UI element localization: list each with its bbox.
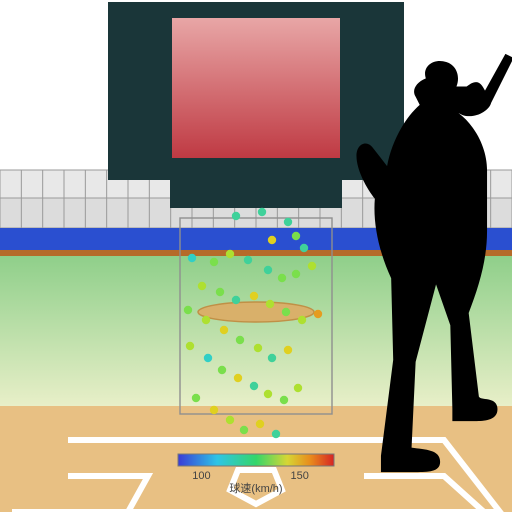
pitch-marker [192, 394, 200, 402]
pitch-marker [278, 274, 286, 282]
pitch-marker [240, 426, 248, 434]
pitch-marker [256, 420, 264, 428]
pitch-marker [226, 416, 234, 424]
pitch-marker [284, 218, 292, 226]
pitch-marker [314, 310, 322, 318]
pitch-marker [204, 354, 212, 362]
pitch-marker [236, 336, 244, 344]
legend-title: 球速(km/h) [229, 481, 282, 495]
pitch-marker [244, 256, 252, 264]
legend-tick-label: 150 [291, 470, 309, 482]
pitch-marker [266, 300, 274, 308]
pitch-marker [300, 244, 308, 252]
legend-tick-label: 100 [192, 470, 210, 482]
pitch-marker [186, 342, 194, 350]
pitch-marker [198, 282, 206, 290]
scoreboard-screen [172, 18, 340, 158]
pitch-marker [188, 254, 196, 262]
pitchers-mound [198, 302, 314, 322]
pitch-marker [272, 430, 280, 438]
pitch-marker [264, 390, 272, 398]
pitch-marker [292, 232, 300, 240]
legend-bar [178, 454, 334, 466]
scene-svg: 100 150 球速(km/h) [0, 0, 512, 512]
pitch-marker [292, 270, 300, 278]
pitch-marker [264, 266, 272, 274]
pitch-marker [268, 236, 276, 244]
pitch-marker [258, 208, 266, 216]
pitch-location-chart: 100 150 球速(km/h) [0, 0, 512, 512]
pitch-marker [284, 346, 292, 354]
pitch-marker [226, 250, 234, 258]
scoreboard-column [170, 180, 342, 208]
pitch-marker [216, 288, 224, 296]
pitch-marker [232, 212, 240, 220]
pitch-marker [234, 374, 242, 382]
pitch-marker [210, 406, 218, 414]
pitch-marker [298, 316, 306, 324]
pitch-marker [202, 316, 210, 324]
pitch-marker [268, 354, 276, 362]
pitch-marker [308, 262, 316, 270]
pitch-marker [220, 326, 228, 334]
pitch-marker [250, 382, 258, 390]
pitch-marker [250, 292, 258, 300]
pitch-marker [184, 306, 192, 314]
pitch-marker [280, 396, 288, 404]
pitch-marker [210, 258, 218, 266]
pitch-marker [218, 366, 226, 374]
pitch-marker [232, 296, 240, 304]
pitch-marker [282, 308, 290, 316]
pitch-marker [294, 384, 302, 392]
pitch-marker [254, 344, 262, 352]
